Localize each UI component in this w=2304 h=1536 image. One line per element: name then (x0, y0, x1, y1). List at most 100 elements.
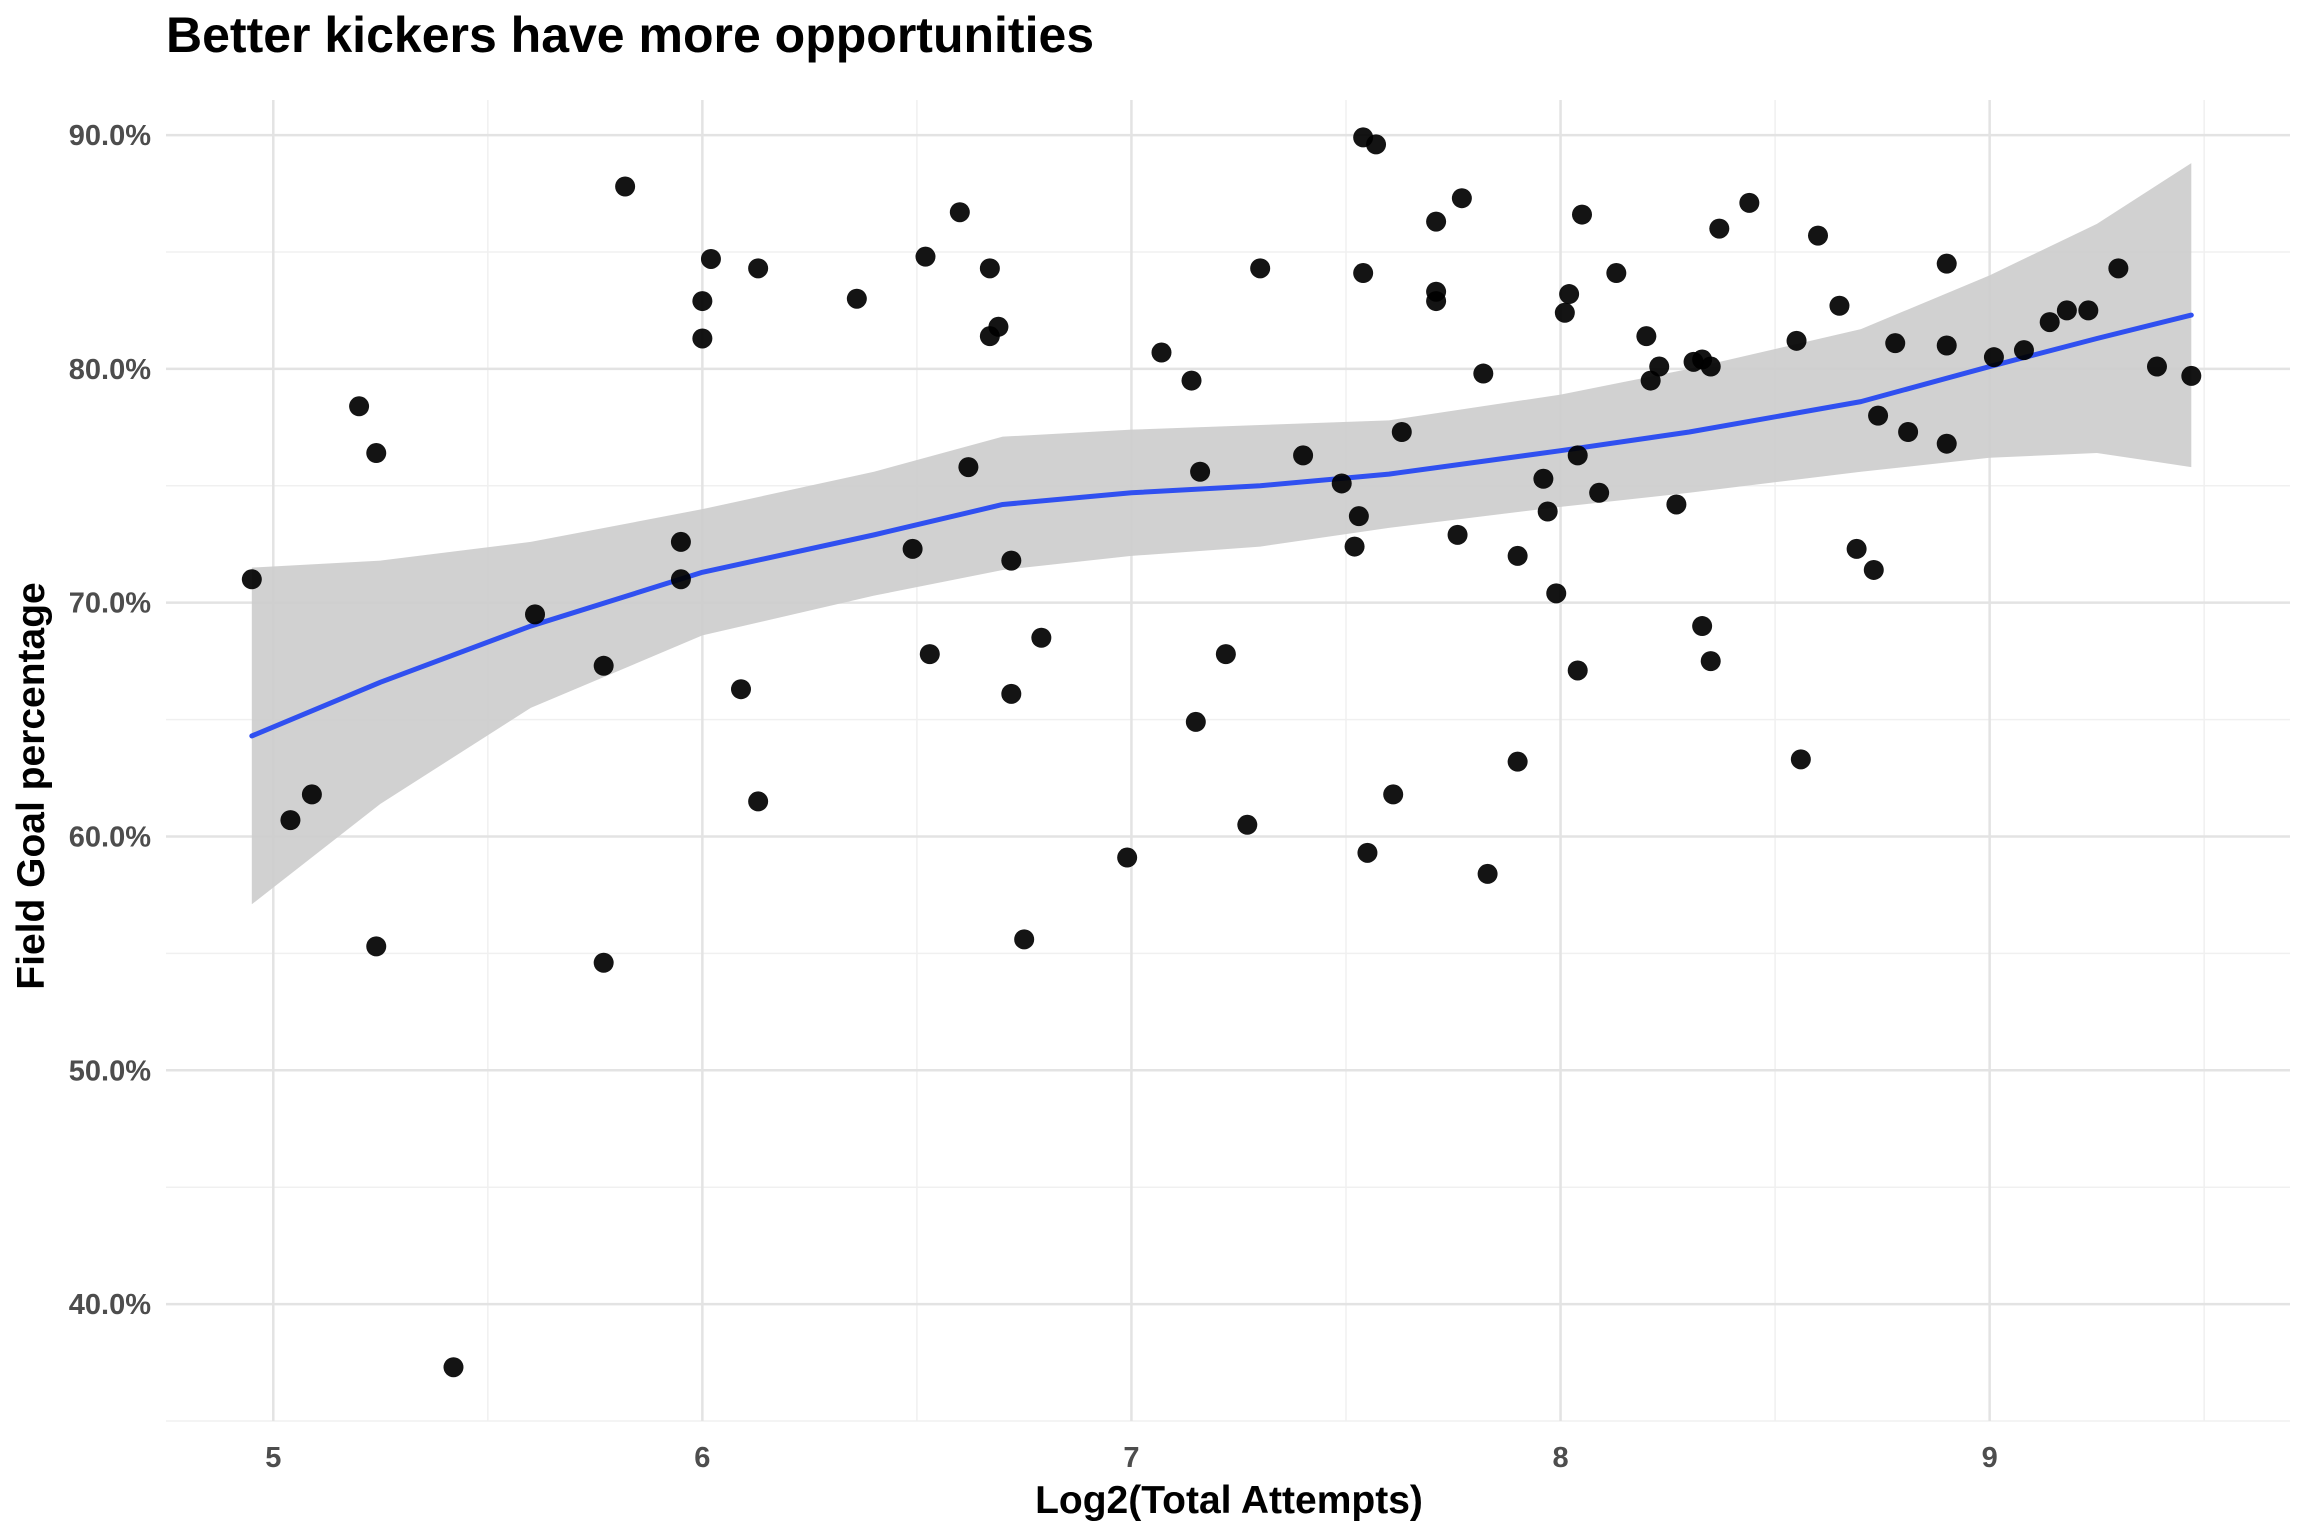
y-tick-label: 60.0% (69, 821, 151, 853)
data-point (1181, 370, 1202, 391)
chart-title: Better kickers have more opportunities (166, 7, 1095, 63)
data-point (1190, 461, 1211, 482)
data-point (846, 288, 867, 309)
data-point (1589, 482, 1610, 503)
data-point (1344, 536, 1365, 557)
data-point (2078, 300, 2099, 321)
data-point (1366, 134, 1387, 155)
data-point (748, 791, 769, 812)
data-point (958, 457, 979, 478)
x-tick-label: 7 (1123, 1442, 1139, 1474)
data-point (1185, 711, 1206, 732)
x-tick-label: 5 (265, 1442, 281, 1474)
data-point (1808, 225, 1828, 246)
data-point (1215, 644, 1236, 665)
x-tick-label: 8 (1552, 1442, 1568, 1474)
data-point (1117, 847, 1138, 868)
data-point (1559, 284, 1580, 305)
y-tick-label: 90.0% (69, 120, 151, 152)
smooth-trend-line (249, 312, 2194, 739)
data-point (2181, 365, 2202, 386)
data-point (1936, 433, 1957, 454)
data-point (366, 443, 387, 464)
data-point (1014, 929, 1035, 950)
data-point (949, 202, 970, 223)
data-point (366, 936, 387, 957)
data-point (2108, 258, 2129, 279)
data-point (915, 246, 936, 267)
x-tick-label: 9 (1982, 1442, 1998, 1474)
data-point (1001, 550, 1022, 571)
data-point (1700, 356, 1721, 377)
data-point (1786, 330, 1807, 351)
data-point (1739, 192, 1760, 213)
data-point (988, 316, 1009, 337)
data-point (1447, 524, 1468, 545)
data-point (1001, 683, 1022, 704)
data-point (1383, 784, 1404, 805)
data-point (615, 176, 636, 197)
data-point (670, 569, 691, 590)
data-point (2056, 300, 2077, 321)
y-tick-label: 40.0% (69, 1289, 151, 1321)
data-point (1606, 263, 1627, 284)
data-point (1709, 218, 1730, 239)
data-point (700, 248, 721, 269)
data-point (692, 291, 713, 312)
data-point (280, 810, 301, 831)
data-point (1790, 749, 1811, 770)
data-point (241, 569, 262, 590)
data-point (1391, 422, 1412, 443)
data-point (1868, 405, 1889, 426)
data-point (1250, 258, 1271, 279)
data-point (349, 396, 370, 417)
data-point (1353, 263, 1374, 284)
data-point (1546, 583, 1567, 604)
data-point (2013, 340, 2034, 361)
data-point (692, 328, 713, 349)
data-point (1031, 627, 1052, 648)
data-point (1936, 253, 1957, 274)
data-point (1666, 494, 1687, 515)
data-point (1649, 356, 1670, 377)
data-point (748, 258, 769, 279)
data-point (1567, 445, 1588, 466)
data-point (1554, 302, 1575, 323)
data-point (1331, 473, 1352, 494)
y-tick-label: 80.0% (69, 354, 151, 386)
data-point (1237, 814, 1258, 835)
data-point (730, 679, 751, 700)
data-point (1473, 363, 1494, 384)
x-axis-title: Log2(Total Attempts) (1035, 1479, 1423, 1522)
data-point (1636, 326, 1657, 347)
y-axis-title: Field Goal percentage (10, 582, 53, 989)
data-point (593, 952, 614, 973)
data-point (1692, 616, 1713, 637)
data-point (525, 604, 546, 625)
data-point (1426, 211, 1447, 232)
data-point (919, 644, 940, 665)
tick-labels: 5 6 7 8 9 40.0% 50.0% 60.0% 70.0% 80.0% 90.0% (69, 120, 1998, 1474)
data-point (2039, 312, 2060, 333)
data-point (1936, 335, 1957, 356)
data-point (1451, 188, 1472, 209)
data-point (1885, 333, 1906, 354)
data-point (1293, 445, 1314, 466)
confidence-band (251, 163, 2192, 905)
data-point (1477, 863, 1498, 884)
confidence-band-layer (251, 163, 2192, 905)
data-point (1507, 751, 1528, 772)
data-point (1533, 468, 1554, 489)
data-point (1863, 559, 1884, 580)
data-point (1507, 545, 1528, 566)
data-point (1898, 422, 1919, 443)
data-point (1700, 651, 1721, 672)
smooth-line-layer (249, 312, 2194, 739)
data-point (1357, 842, 1378, 863)
data-point (670, 531, 691, 552)
data-point (1426, 291, 1447, 312)
data-points (241, 127, 2202, 1378)
data-point (301, 784, 322, 805)
data-point (902, 538, 923, 559)
